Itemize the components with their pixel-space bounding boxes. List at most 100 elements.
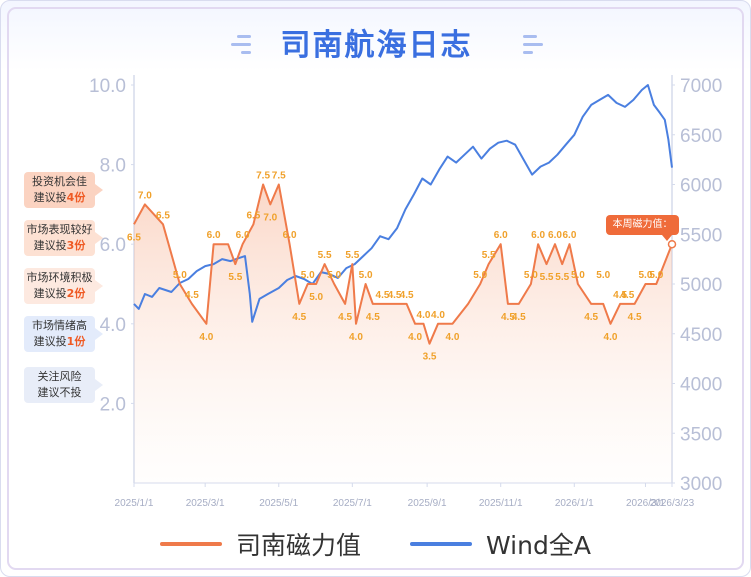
left-axis-tick-label: 2.0: [100, 394, 126, 415]
magnet-data-label: 7.0: [263, 212, 277, 223]
tip-level-4: 投资机会佳 建议投4份: [24, 172, 103, 208]
magnet-data-label: 5.0: [596, 270, 610, 281]
magnet-data-label: 6.0: [548, 230, 562, 241]
magnet-data-label: 5.0: [649, 270, 663, 281]
legend-item-wind[interactable]: Wind全A: [410, 526, 591, 562]
magnet-data-label: 5.0: [524, 270, 538, 281]
magnet-data-label: 5.0: [309, 292, 323, 303]
tip-level-0: 关注风险 建议不投: [24, 367, 103, 403]
magnet-data-label: 4.5: [512, 312, 526, 323]
tip-prefix: 建议投: [33, 335, 67, 348]
legend-swatch-magnet: [160, 542, 222, 546]
magnet-data-label: 4.5: [366, 312, 380, 323]
magnet-data-label: 7.5: [256, 171, 270, 182]
magnet-data-label: 6.5: [156, 210, 170, 221]
right-axis-tick-label: 6000: [680, 176, 722, 197]
magnet-data-label: 5.0: [173, 270, 187, 281]
x-axis-tick-label: 2025/1/1: [115, 498, 154, 509]
legend-swatch-wind: [410, 542, 472, 546]
magnet-data-label: 4.0: [408, 332, 422, 343]
magnet-data-label: 4.0: [604, 332, 618, 343]
magnet-data-label: 4.0: [349, 332, 363, 343]
left-axis-tick-label: 8.0: [100, 156, 126, 177]
magnet-data-label: 5.0: [301, 270, 315, 281]
tip-level-3: 市场表现较好 建议投3份: [24, 220, 103, 256]
magnet-data-label: 5.0: [327, 270, 341, 281]
tip-level-1: 市场情绪高 建议投1份: [24, 316, 103, 352]
magnet-last-point: [667, 239, 677, 249]
magnet-data-label: 4.5: [628, 312, 642, 323]
magnet-data-label: 4.0: [417, 310, 431, 321]
magnet-data-label: 5.0: [359, 270, 373, 281]
magnet-data-label: 5.0: [639, 270, 653, 281]
right-axis-tick-label: 5500: [680, 225, 722, 246]
magnet-data-label: 4.0: [431, 310, 445, 321]
tip-text: 市场表现较好: [26, 223, 93, 236]
magnet-data-label: 5.5: [555, 272, 569, 283]
magnet-data-label: 6.0: [563, 230, 577, 241]
x-axis-tick-label: 2025/11/1: [479, 498, 523, 509]
right-axis-tick-label: 7000: [680, 76, 722, 97]
tip-highlight: 1份: [66, 335, 86, 348]
magnet-area-fill: [134, 184, 672, 483]
magnet-data-label: 4.5: [376, 290, 390, 301]
tip-text: 市场情绪高: [32, 319, 87, 332]
magnet-data-label: 6.0: [236, 230, 250, 241]
magnet-data-label: 4.5: [338, 312, 352, 323]
current-value-callout: 本周磁力值：6.0: [606, 215, 679, 250]
right-axis-tick-label: 4500: [680, 325, 722, 346]
magnet-data-label: 6.0: [494, 230, 508, 241]
x-axis-tick-label: 2025/7/1: [333, 498, 372, 509]
magnet-data-label: 4.5: [292, 312, 306, 323]
right-axis-tick-label: 4000: [680, 375, 722, 396]
magnet-data-label: 6.5: [127, 232, 141, 243]
x-axis-tick-label: 2026/3/1: [626, 498, 665, 509]
left-axis-tick-label: 6.0: [100, 235, 126, 256]
legend-item-magnet[interactable]: 司南磁力值: [160, 526, 361, 562]
magnet-data-label: 6.5: [246, 210, 260, 221]
magnet-data-label: 7.5: [272, 171, 286, 182]
tip-prefix: 建议投: [33, 287, 67, 300]
magnet-series-line: [133, 183, 673, 345]
tip-prefix: 建议投: [33, 239, 67, 252]
left-axis-tick-label: 4.0: [100, 315, 126, 336]
x-axis-tick-label: 2025/9/1: [408, 498, 447, 509]
left-axis-tick-label: 10.0: [89, 76, 126, 97]
magnet-data-label: 5.0: [473, 270, 487, 281]
magnet-data-label: 4.5: [620, 290, 634, 301]
magnet-data-label: 4.5: [613, 290, 627, 301]
x-axis-tick-label: 2026/1/1: [555, 498, 594, 509]
x-axis-tick-label: 2026/3/23: [650, 498, 695, 509]
tip-text: 关注风险: [37, 370, 82, 383]
magnet-data-label: 5.5: [345, 250, 359, 261]
magnet-data-label: 5.0: [571, 270, 585, 281]
magnet-data-label: 4.5: [501, 312, 515, 323]
magnet-data-label: 7.0: [138, 190, 152, 201]
x-axis-tick-label: 2025/3/1: [186, 498, 225, 509]
magnet-data-label: 6.0: [283, 230, 297, 241]
magnet-data-label: 5.5: [540, 272, 554, 283]
legend-label-magnet: 司南磁力值: [236, 531, 362, 560]
magnet-data-label: 5.5: [482, 250, 496, 261]
x-axis-tick-label: 2025/5/1: [259, 498, 298, 509]
legend: 司南磁力值 Wind全A: [0, 526, 751, 562]
magnet-data-label: 5.5: [228, 272, 242, 283]
title-decoration-right: [523, 31, 545, 61]
magnet-data-label: 4.5: [388, 290, 402, 301]
right-axis-tick-label: 5000: [680, 275, 722, 296]
tip-prefix: 建议不投: [37, 386, 82, 399]
magnet-data-label: 6.0: [531, 230, 545, 241]
magnet-data-label: 3.5: [423, 352, 437, 363]
chart-title: 司南航海日志: [280, 28, 473, 63]
title-area: 司南航海日志: [1, 21, 750, 71]
legend-label-wind: Wind全A: [486, 531, 591, 560]
tip-text: 投资机会佳: [32, 175, 87, 188]
magnet-data-label: 4.0: [199, 332, 213, 343]
tip-prefix: 建议投: [33, 191, 67, 204]
tip-highlight: 4份: [66, 191, 86, 204]
magnet-data-label: 4.5: [400, 290, 414, 301]
magnet-data-label: 6.0: [207, 230, 221, 241]
magnet-data-label: 4.5: [584, 312, 598, 323]
magnet-data-label: 5.5: [318, 250, 332, 261]
